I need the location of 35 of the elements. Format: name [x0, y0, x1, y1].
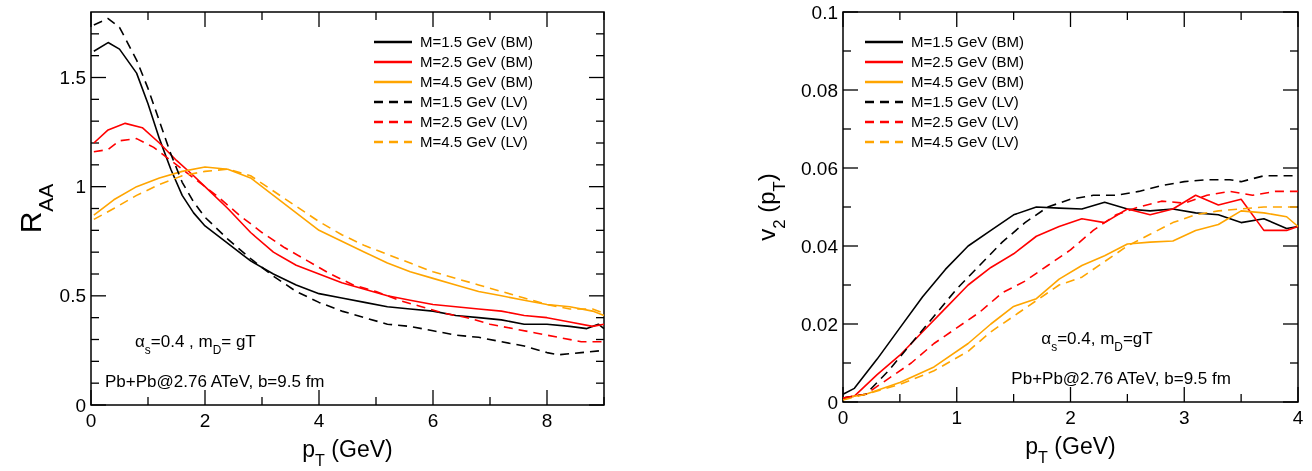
y-tick-label: 0.1 [811, 1, 838, 23]
x-tick-label: 8 [541, 410, 553, 431]
y-tick-label: 1.5 [59, 67, 86, 89]
x-tick-label: 1 [951, 407, 963, 428]
x-tick-label: 2 [1065, 407, 1076, 428]
y-tick-label: 0.04 [801, 235, 839, 257]
annotation: Pb+Pb@2.76 ATeV, b=9.5 fm [1011, 369, 1231, 388]
annotation: α$_{s}$=0.4, m$_{D}$=gT [1041, 329, 1153, 354]
annotation: α$_{s}$=0.4 , m$_{D}$= gT [135, 332, 256, 357]
y-tick-label: 0.06 [801, 157, 838, 179]
legend-label: M=4.5 GeV (LV) [911, 133, 1019, 151]
y-tick-label: 0.5 [59, 285, 86, 307]
x-tick-label: 2 [199, 410, 211, 431]
x-axis-title: p$_{T}$ (GeV) [1025, 433, 1116, 466]
legend-label: M=4.5 GeV (LV) [420, 133, 528, 151]
x-tick-label: 6 [427, 410, 439, 431]
legend-label: M=2.5 GeV (LV) [420, 113, 528, 131]
legend-label: M=1.5 GeV (LV) [911, 93, 1019, 111]
legend-label: M=4.5 GeV (BM) [911, 73, 1024, 91]
y-tick-label: 0.02 [801, 313, 838, 335]
x-tick-label: 4 [313, 410, 325, 431]
y-tick-label: 1 [75, 176, 86, 198]
legend-label: M=1.5 GeV (BM) [911, 33, 1024, 51]
x-tick-label: 4 [1292, 407, 1304, 428]
annotation: Pb+Pb@2.76 ATeV, b=9.5 fm [105, 372, 325, 391]
x-axis-title: p$_{T}$ (GeV) [302, 436, 393, 469]
x-tick-label: 3 [1178, 407, 1190, 428]
legend-label: M=2.5 GeV (BM) [911, 53, 1024, 71]
y-tick-label: 0.08 [801, 79, 838, 101]
legend-label: M=2.5 GeV (BM) [420, 53, 533, 71]
y-tick-label: 0 [827, 391, 838, 413]
legend-label: M=1.5 GeV (BM) [420, 33, 533, 51]
legend-label: M=4.5 GeV (BM) [420, 73, 533, 91]
legend-label: M=1.5 GeV (LV) [420, 93, 528, 111]
legend-label: M=2.5 GeV (LV) [911, 113, 1019, 131]
